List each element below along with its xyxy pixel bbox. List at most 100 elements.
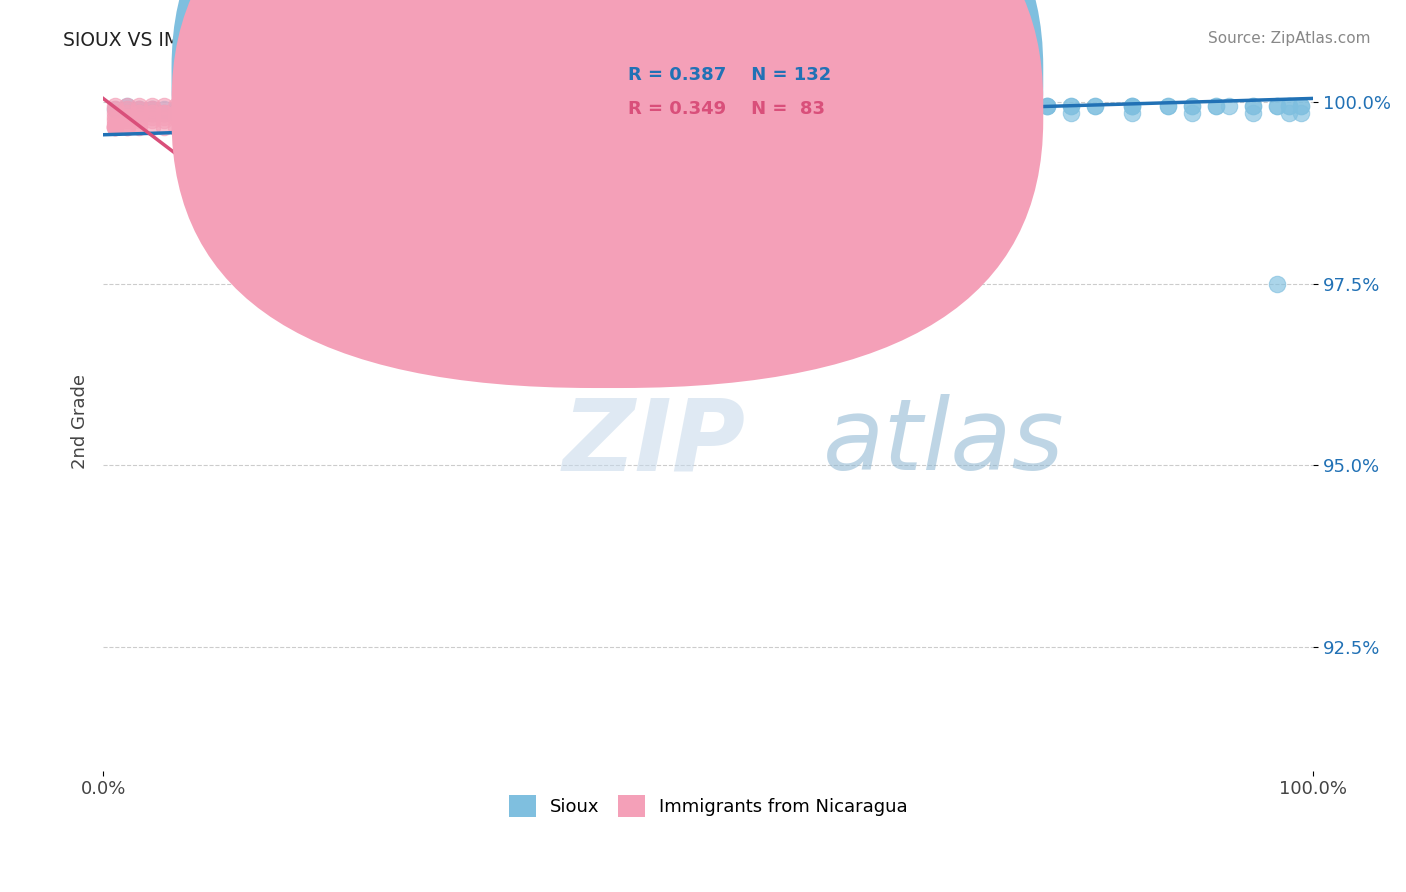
Point (915, 98, 938, 112)
Point (225, 106, 247, 120)
Point (225, 124, 247, 138)
Point (551, 98, 574, 112)
Point (273, 103, 295, 117)
Point (152, 106, 174, 120)
Point (879, 106, 901, 120)
Point (963, 98, 986, 112)
Point (201, 98, 224, 112)
Point (117, 120, 139, 135)
Point (128, 106, 150, 120)
Point (273, 106, 295, 120)
Text: R = 0.349    N =  83: R = 0.349 N = 83 (628, 100, 825, 118)
Point (298, 103, 321, 117)
Point (456, 103, 478, 117)
Point (939, 106, 962, 120)
Point (104, 120, 127, 135)
Point (1278, 98, 1301, 112)
Point (141, 106, 163, 120)
Point (370, 106, 392, 120)
Text: ZIP: ZIP (562, 394, 747, 491)
Point (128, 103, 150, 117)
Point (600, 103, 623, 117)
Point (406, 106, 429, 120)
Point (333, 103, 356, 117)
Point (165, 106, 187, 120)
Point (298, 110, 321, 124)
Point (177, 110, 200, 124)
Point (1036, 98, 1059, 112)
Point (1157, 98, 1180, 112)
Point (128, 98, 150, 112)
Point (238, 103, 260, 117)
Point (128, 106, 150, 120)
Point (600, 98, 623, 112)
Point (104, 117, 127, 131)
Point (1265, 277, 1288, 291)
Point (141, 98, 163, 112)
Point (1157, 98, 1180, 112)
Point (201, 106, 224, 120)
Point (141, 103, 163, 117)
Point (430, 106, 453, 120)
Point (238, 106, 260, 120)
Point (1000, 98, 1022, 112)
Point (285, 103, 308, 117)
Point (212, 103, 235, 117)
Point (262, 103, 284, 117)
Point (637, 103, 659, 117)
Point (152, 110, 174, 124)
Point (128, 110, 150, 124)
Point (249, 106, 271, 120)
Point (1121, 98, 1143, 112)
Point (516, 98, 538, 112)
Point (128, 117, 150, 131)
Point (141, 103, 163, 117)
Point (141, 113, 163, 128)
Point (104, 120, 127, 135)
Point (1241, 98, 1264, 112)
Point (879, 98, 901, 112)
Point (188, 98, 211, 112)
Point (262, 106, 284, 120)
Point (456, 98, 478, 112)
Point (152, 113, 174, 128)
Text: atlas: atlas (823, 394, 1064, 491)
Point (117, 103, 139, 117)
Point (177, 120, 200, 135)
Point (346, 106, 368, 120)
Point (141, 106, 163, 120)
Point (359, 106, 381, 120)
Point (212, 124, 235, 138)
Point (165, 120, 187, 135)
Point (818, 98, 841, 112)
Point (188, 120, 211, 135)
Point (322, 106, 344, 120)
Point (430, 98, 453, 112)
Point (238, 106, 260, 120)
Point (551, 106, 574, 120)
Point (188, 103, 211, 117)
Point (1060, 98, 1083, 112)
Point (637, 98, 659, 112)
Point (117, 113, 139, 128)
Point (212, 106, 235, 120)
Point (1218, 98, 1240, 112)
Point (1121, 98, 1143, 112)
Point (382, 106, 405, 120)
Point (672, 98, 695, 112)
Point (842, 98, 865, 112)
Point (939, 98, 962, 112)
Point (637, 98, 659, 112)
Point (152, 106, 174, 120)
Point (1265, 98, 1288, 112)
Point (479, 98, 502, 112)
Point (128, 106, 150, 120)
Point (117, 106, 139, 120)
Point (117, 110, 139, 124)
Point (721, 106, 744, 120)
Point (576, 106, 599, 120)
Point (406, 110, 429, 124)
Point (1181, 98, 1204, 112)
Point (165, 98, 187, 112)
Point (1084, 98, 1107, 112)
